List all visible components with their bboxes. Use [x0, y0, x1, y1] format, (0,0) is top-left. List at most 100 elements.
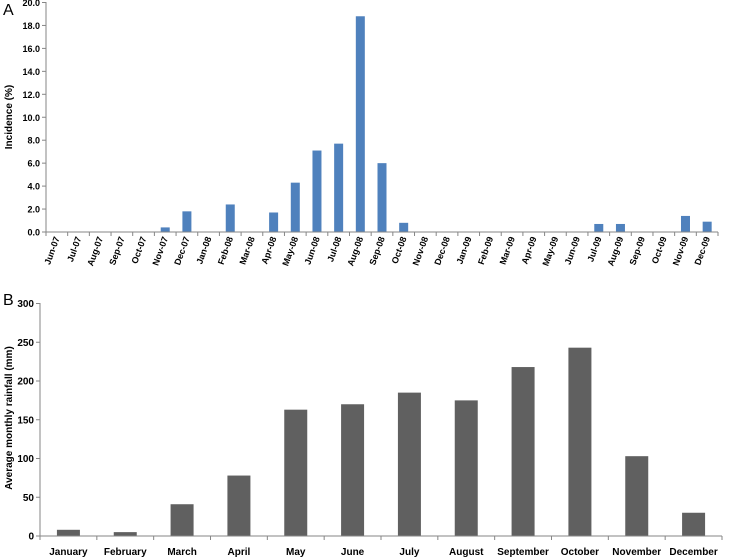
x-tick-label: November — [612, 547, 661, 558]
bar-nov-09 — [680, 215, 690, 232]
y-tick-label: 0 — [28, 532, 34, 543]
bar-jun-08 — [312, 150, 322, 232]
x-tick-label: May-09 — [540, 235, 560, 267]
panel-a-y-ticks: 0.0 2.0 4.0 6.0 8.0 10.0 12.0 14.0 16.0 18.0 20.0 — [22, 0, 46, 238]
x-tick-label: January — [49, 547, 88, 558]
bar-jul-08 — [334, 143, 344, 232]
bar-feb-08 — [225, 204, 235, 232]
bar-nov-07 — [160, 227, 170, 232]
bar-february — [113, 532, 137, 536]
x-tick-label: Jul-07 — [65, 235, 83, 263]
panel-b-y-ticks: 0 50 100 150 200 250 300 — [17, 299, 40, 543]
y-tick-label: 4.0 — [27, 182, 40, 192]
x-tick-label: Nov-09 — [671, 235, 691, 267]
x-tick-label: Feb-09 — [476, 235, 495, 266]
panel-a-x-ticks: Jun-07 Jul-07 Aug-07 Sep-07 Oct-07 Nov-07 Dec-… — [42, 232, 719, 267]
y-tick-label: 14.0 — [22, 67, 40, 77]
x-tick-label: Mar-09 — [498, 235, 517, 266]
y-tick-label: 100 — [17, 454, 34, 465]
x-tick-label: September — [497, 547, 549, 558]
bar-aug-09 — [615, 223, 625, 232]
x-tick-label: August — [449, 547, 484, 558]
bar-may-08 — [290, 182, 300, 232]
panel-b: B Average monthly rainfall (mm) 0 50 100 15… — [3, 292, 723, 558]
x-tick-label: Jun-09 — [563, 235, 582, 266]
x-tick-label: Nov-08 — [411, 235, 431, 267]
x-tick-label: Jun-08 — [303, 235, 322, 266]
y-tick-label: 300 — [17, 299, 34, 310]
x-tick-label: Dec-09 — [693, 235, 712, 266]
bar-august — [454, 400, 478, 536]
x-tick-label: Mar-08 — [237, 235, 256, 266]
x-tick-label: Jun-07 — [42, 235, 61, 266]
x-tick-label: June — [341, 547, 365, 558]
x-tick-label: Oct-09 — [650, 235, 669, 265]
x-tick-label: Aug-09 — [605, 235, 625, 267]
y-tick-label: 250 — [17, 338, 34, 349]
x-tick-label: Oct-07 — [129, 235, 148, 265]
bar-january — [56, 529, 80, 536]
x-tick-label: February — [104, 547, 147, 558]
x-tick-label: Sep-07 — [107, 235, 126, 266]
y-tick-label: 200 — [17, 377, 34, 388]
bar-may — [284, 409, 308, 536]
x-tick-label: Jul-09 — [585, 235, 603, 263]
x-tick-label: Dec-07 — [172, 235, 191, 266]
x-tick-label: March — [167, 547, 196, 558]
y-tick-label: 18.0 — [22, 21, 40, 31]
y-tick-label: 2.0 — [27, 205, 40, 215]
panel-a-label: A — [3, 2, 14, 19]
bar-september — [511, 367, 535, 536]
x-tick-label: Apr-09 — [519, 235, 538, 265]
x-tick-label: October — [561, 547, 599, 558]
y-tick-label: 150 — [17, 415, 34, 426]
x-tick-label: Sep-09 — [628, 235, 647, 266]
x-tick-label: Apr-08 — [259, 235, 278, 265]
x-tick-label: Feb-08 — [216, 235, 235, 266]
panel-a-y-axis-title: Incidence (%) — [4, 85, 15, 149]
y-tick-label: 8.0 — [27, 136, 40, 146]
y-tick-label: 6.0 — [27, 159, 40, 169]
bar-dec-09 — [702, 221, 712, 232]
bar-april — [227, 475, 251, 536]
y-tick-label: 12.0 — [22, 90, 40, 100]
y-tick-label: 20.0 — [22, 0, 40, 8]
bar-october — [568, 347, 592, 536]
bar-dec-07 — [182, 211, 192, 232]
panel-b-y-axis-title: Average monthly rainfall (mm) — [4, 346, 15, 490]
bar-sep-08 — [377, 163, 387, 232]
x-tick-label: April — [228, 547, 251, 558]
panel-a: A Incidence (%) 0.0 2.0 4.0 6.0 8.0 10.0 12.0 1… — [3, 0, 719, 267]
panel-b-bars — [56, 347, 706, 536]
x-tick-label: May — [286, 547, 306, 558]
bar-apr-08 — [269, 212, 279, 232]
bar-oct-08 — [399, 222, 409, 232]
bar-december — [682, 512, 706, 536]
y-tick-label: 10.0 — [22, 113, 40, 123]
y-tick-label: 0.0 — [27, 228, 40, 238]
bar-jul-09 — [594, 223, 604, 232]
x-tick-label: Jan-08 — [194, 235, 213, 265]
panel-b-x-ticks: January February March April May June July Augu… — [39, 536, 723, 558]
bar-march — [170, 504, 194, 536]
y-tick-label: 16.0 — [22, 44, 40, 54]
x-tick-label: May-08 — [280, 235, 300, 267]
panel-b-label: B — [3, 292, 14, 309]
bar-july — [397, 392, 421, 536]
y-tick-label: 50 — [23, 493, 35, 504]
x-tick-label: Jan-09 — [454, 235, 473, 265]
bar-june — [341, 404, 365, 536]
x-tick-label: Jul-08 — [325, 235, 343, 263]
bar-aug-08 — [355, 16, 365, 232]
x-tick-label: Aug-07 — [85, 235, 105, 267]
bar-november — [625, 456, 649, 536]
x-tick-label: Nov-07 — [150, 235, 170, 267]
x-tick-label: Sep-08 — [367, 235, 386, 266]
panel-a-bars — [160, 16, 712, 232]
x-tick-label: Oct-08 — [390, 235, 409, 265]
x-tick-label: Dec-08 — [432, 235, 451, 266]
x-tick-label: December — [669, 547, 717, 558]
x-tick-label: July — [399, 547, 419, 558]
x-tick-label: Aug-08 — [345, 235, 365, 267]
